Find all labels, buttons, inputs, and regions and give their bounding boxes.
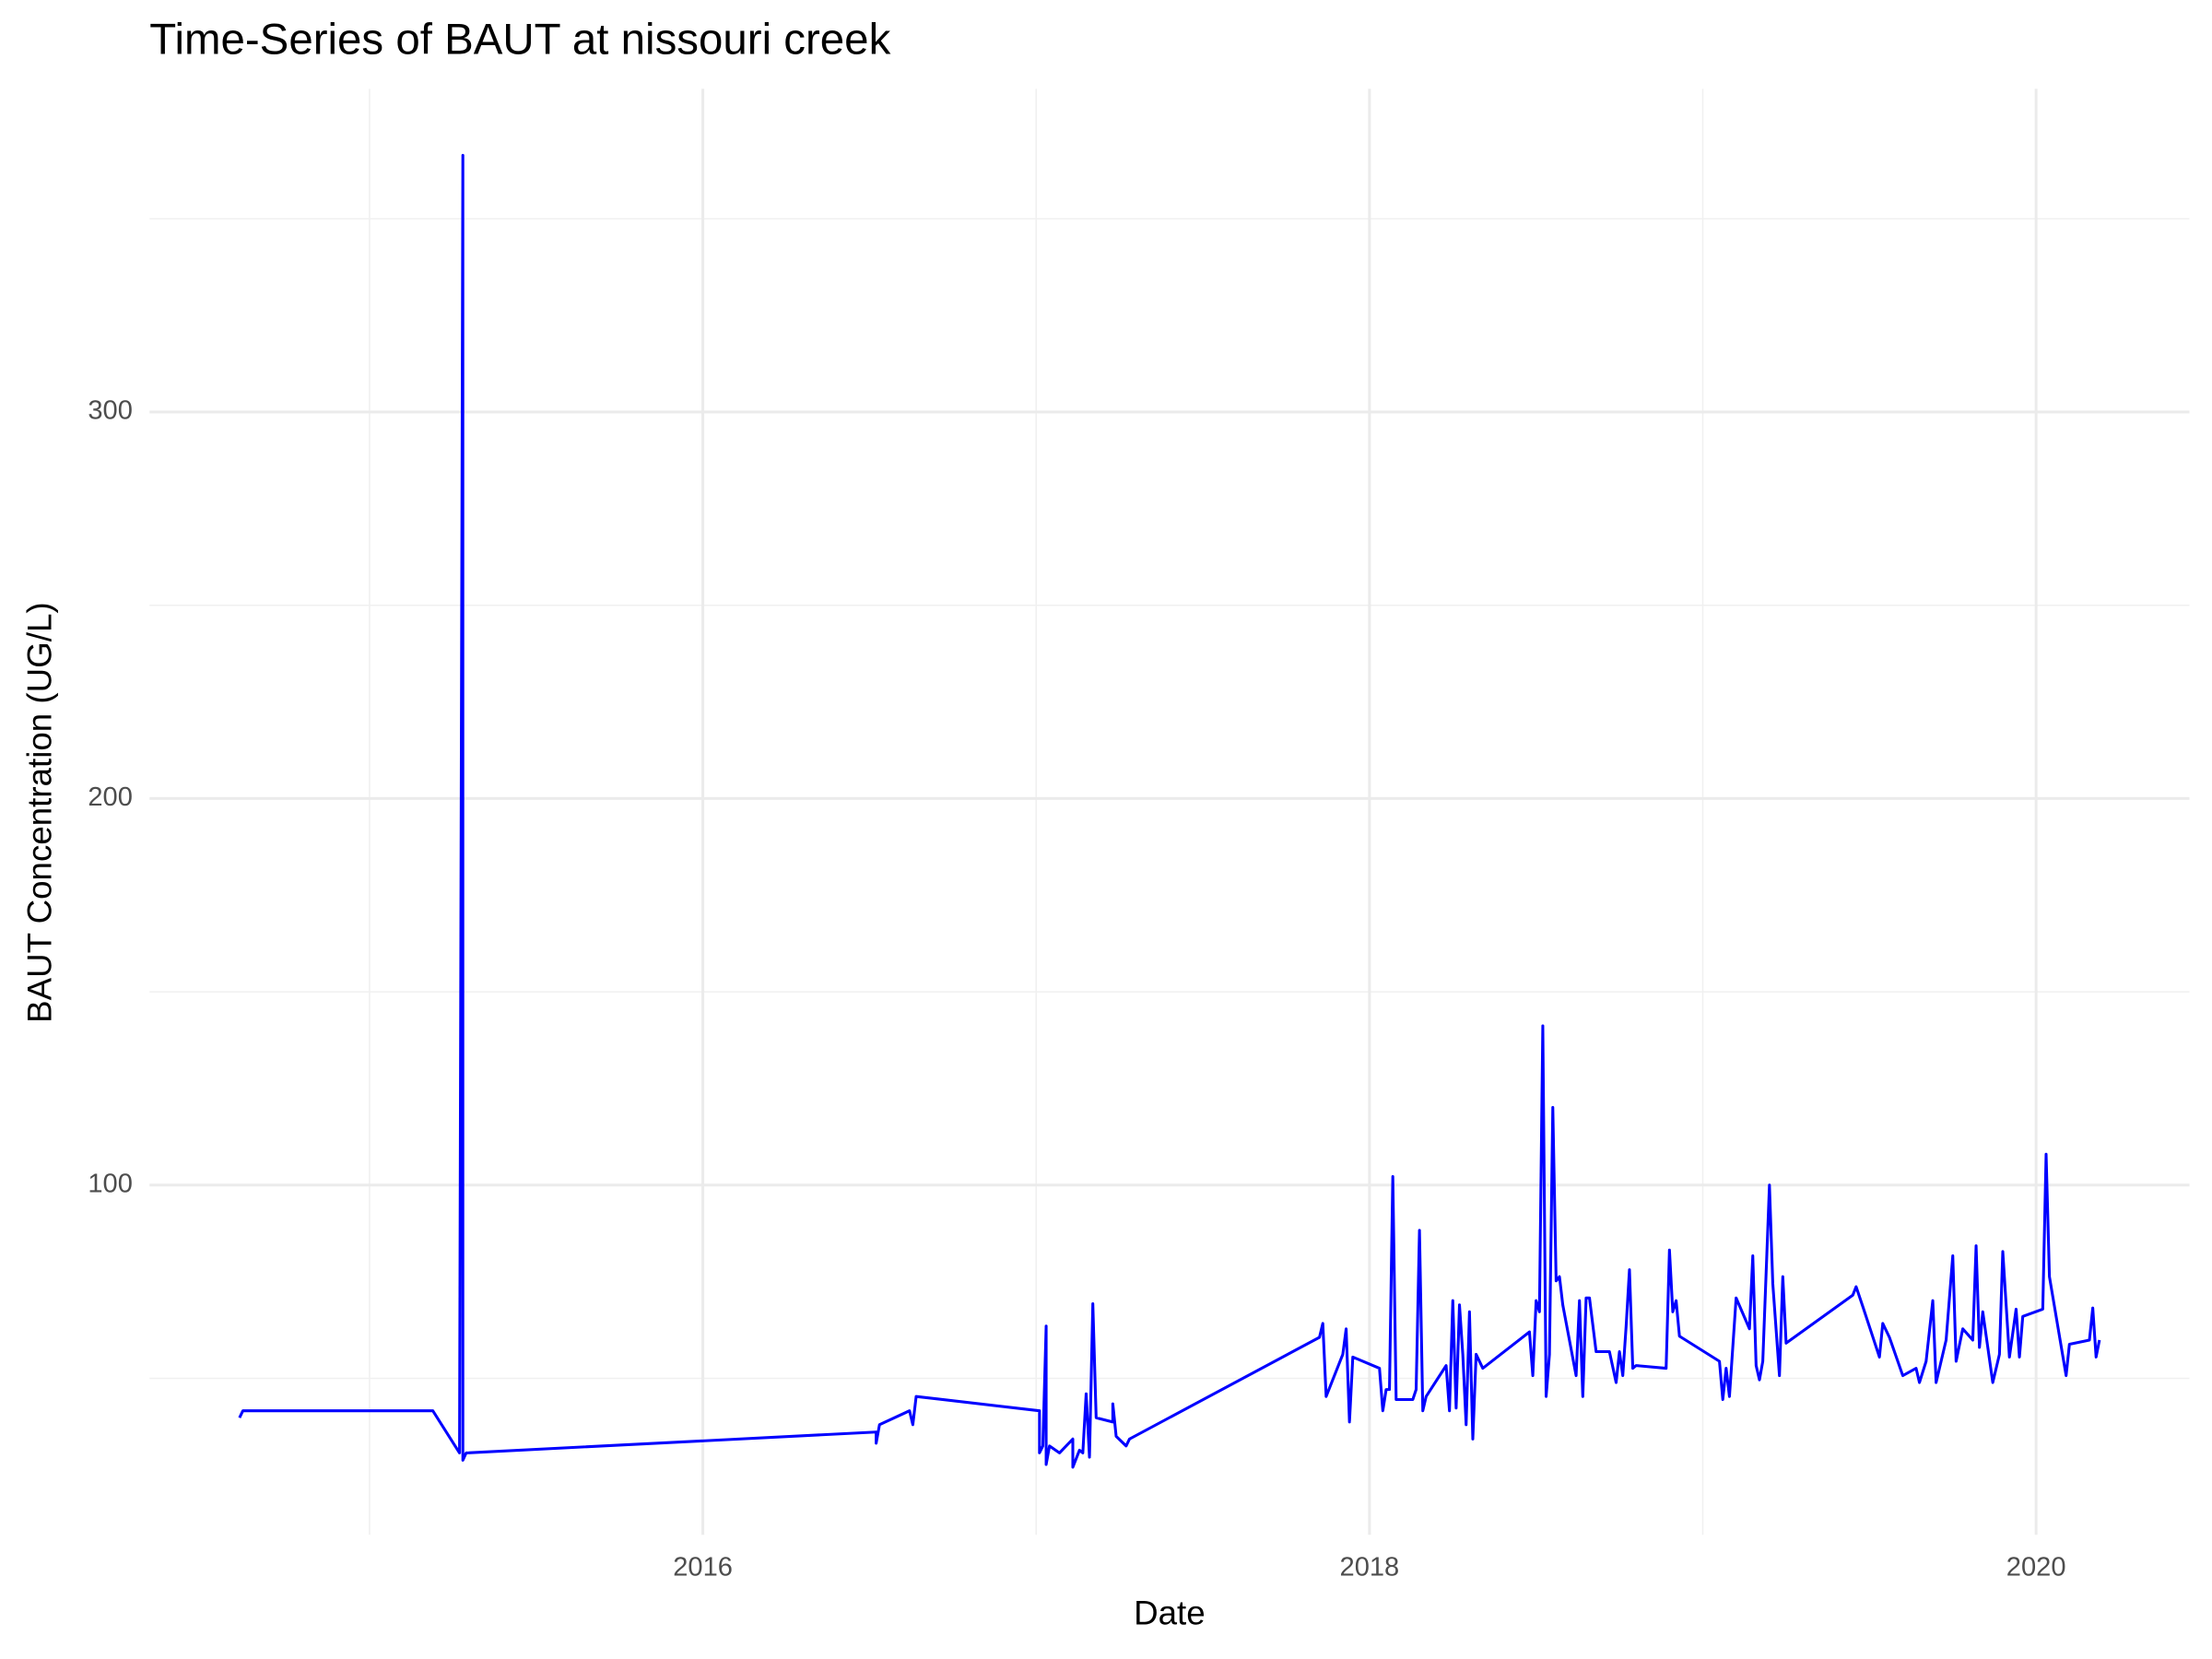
x-tick-label: 2020 (2006, 1553, 2066, 1583)
series-line (238, 154, 2101, 1469)
y-axis-title: BAUT Concentration (UG/L) (21, 602, 59, 1022)
chart-title: Time-Series of BAUT at nissouri creek (149, 15, 890, 64)
y-tick-label: 100 (88, 1169, 133, 1198)
x-tick-label: 2018 (1340, 1553, 1400, 1583)
y-tick-label: 300 (88, 396, 133, 426)
y-tick-label: 200 (88, 782, 133, 812)
x-axis-title: Date (1134, 1594, 1206, 1631)
x-tick-label: 2016 (673, 1553, 733, 1583)
grid (149, 88, 2190, 1535)
